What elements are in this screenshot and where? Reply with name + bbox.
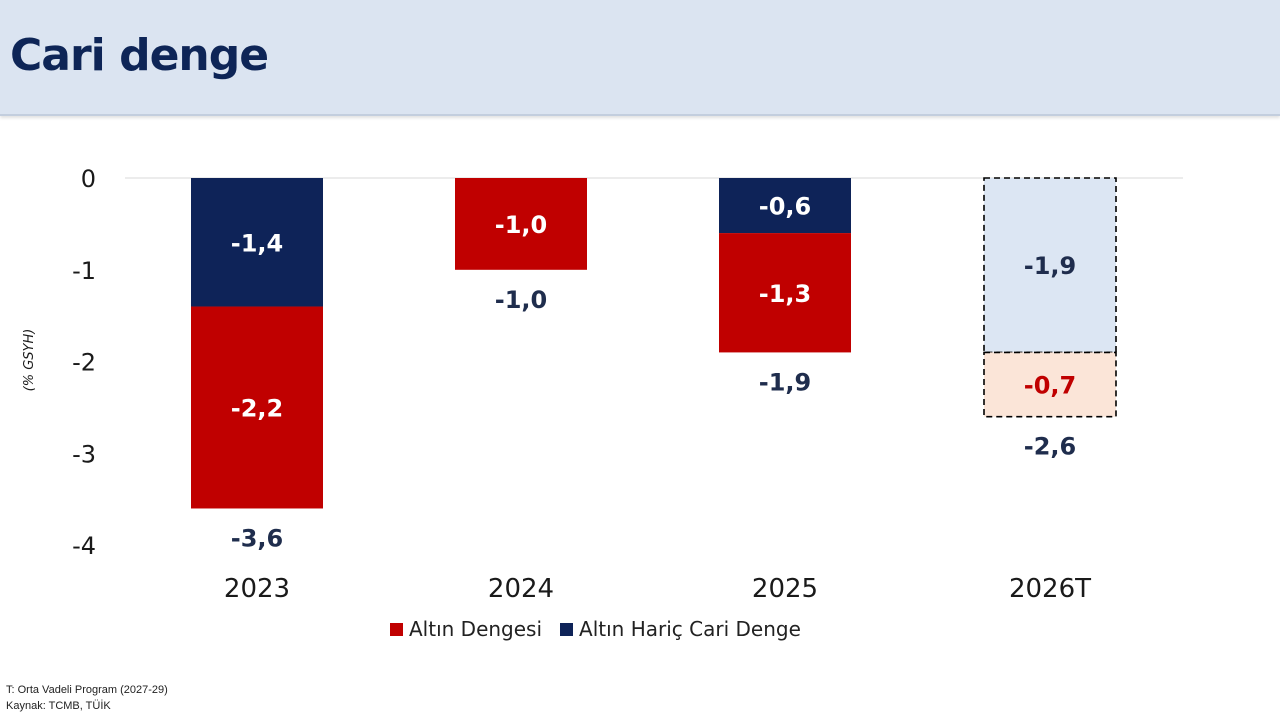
bar-total-label: -3,6 [231,524,283,552]
source-footnote: Kaynak: TCMB, TÜİK [6,700,111,712]
bar-data-label: -0,6 [759,193,811,221]
bar-total-label: -1,0 [495,286,547,314]
slide-header: Cari denge [0,0,1280,116]
legend-swatch-current-account-ex-gold [560,622,574,636]
x-category-label: 2023 [224,574,290,604]
y-axis-label: (% GSYH) [22,329,37,392]
projection-footnote: T: Orta Vadeli Program (2027-29) [6,684,168,696]
bar-data-label: -1,0 [495,211,547,239]
bar-data-label: -1,3 [759,280,811,308]
bar-total-label: -1,9 [759,368,811,396]
x-category-label: 2024 [488,574,554,604]
bar-segment-gold-balance [455,178,587,270]
bar-data-label: -0,7 [1024,372,1076,400]
bar-segment-current-account-ex-gold [191,178,323,307]
legend-label-gold-balance: Altın Dengesi [409,617,543,641]
legend-label-current-account-ex-gold: Altın Hariç Cari Denge [579,617,801,641]
y-tick-label: -1 [72,257,96,285]
legend-item-gold-balance: Altın Dengesi [390,617,542,641]
bar-segment-gold-balance [719,233,851,353]
legend-swatch-gold-balance [390,622,403,636]
y-tick-label: -2 [72,349,96,377]
x-category-label: 2025 [752,574,818,604]
bar-data-label: -1,9 [1024,252,1076,280]
bar-data-label: -2,2 [231,395,283,423]
bar-segment-gold-balance [191,306,323,509]
bar-segment-current-account-ex-gold [719,178,851,234]
bar-data-label: -1,4 [231,229,283,257]
bar-total-label: -2,6 [1024,433,1076,461]
x-category-label: 2026T [1009,574,1091,604]
chart-legend: Altın Dengesi Altın Hariç Cari Denge [390,616,801,642]
legend-item-current-account-ex-gold: Altın Hariç Cari Denge [560,617,801,641]
y-tick-label: -3 [72,440,96,468]
y-tick-label: 0 [81,165,96,193]
page-title: Cari denge [10,30,269,81]
y-tick-label: -4 [72,532,96,560]
bar-segment-gold-balance [983,351,1117,418]
